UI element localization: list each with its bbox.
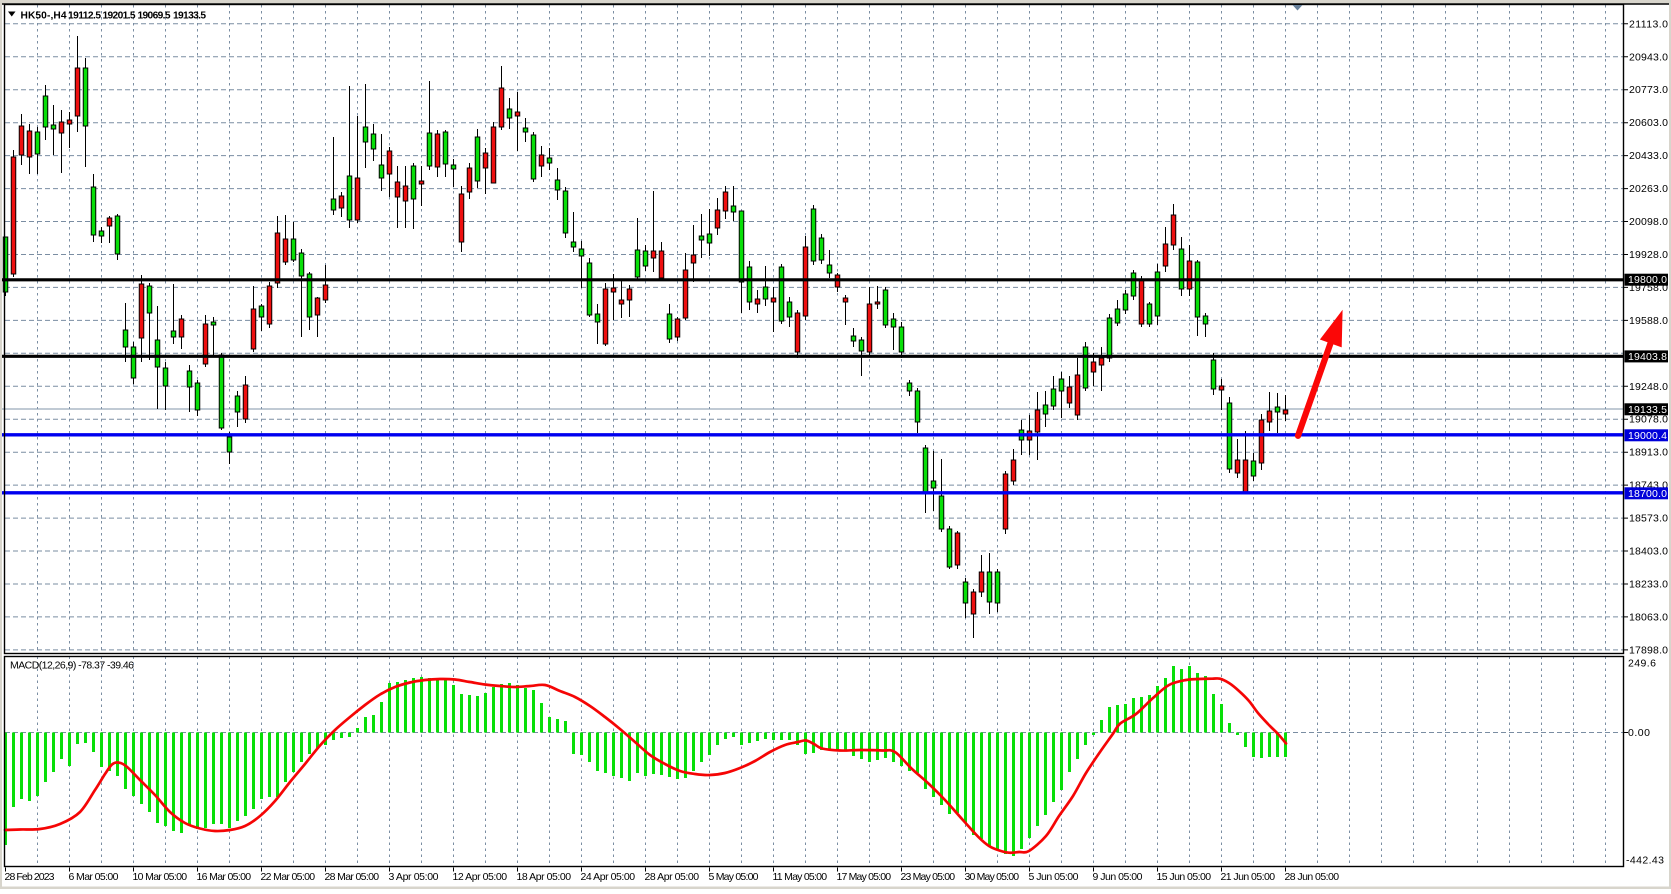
svg-text:28 Feb 2023: 28 Feb 2023: [5, 871, 55, 883]
svg-text:28 Mar 05:00: 28 Mar 05:00: [325, 871, 380, 883]
svg-text:-442.43: -442.43: [1626, 855, 1664, 867]
svg-text:18573.0: 18573.0: [1629, 513, 1668, 525]
svg-text:30 May 05:00: 30 May 05:00: [965, 871, 1020, 883]
svg-text:28 Jun 05:00: 28 Jun 05:00: [1285, 871, 1340, 883]
svg-text:10 Mar 05:00: 10 Mar 05:00: [133, 871, 188, 883]
svg-text:20943.0: 20943.0: [1629, 51, 1668, 63]
svg-text:19928.0: 19928.0: [1629, 249, 1668, 261]
svg-text:19133.5: 19133.5: [1628, 404, 1667, 416]
svg-text:17898.0: 17898.0: [1629, 644, 1668, 656]
svg-text:5 May 05:00: 5 May 05:00: [709, 871, 759, 883]
svg-text:9 Jun 05:00: 9 Jun 05:00: [1093, 871, 1143, 883]
svg-text:3 Apr 05:00: 3 Apr 05:00: [389, 871, 439, 883]
svg-text:23 May 05:00: 23 May 05:00: [901, 871, 956, 883]
svg-text:19201.5: 19201.5: [103, 11, 136, 22]
svg-text:18063.0: 18063.0: [1629, 611, 1668, 623]
svg-text:19133.5: 19133.5: [173, 11, 206, 22]
svg-text:19000.4: 19000.4: [1628, 430, 1667, 442]
svg-text:19800.0: 19800.0: [1628, 274, 1667, 286]
svg-text:20773.0: 20773.0: [1629, 84, 1668, 96]
svg-text:12 Apr 05:00: 12 Apr 05:00: [453, 871, 508, 883]
svg-text:18913.0: 18913.0: [1629, 447, 1668, 459]
svg-text:20098.0: 20098.0: [1629, 216, 1668, 228]
svg-text:16 Mar 05:00: 16 Mar 05:00: [197, 871, 252, 883]
svg-text:21113.0: 21113.0: [1629, 18, 1668, 30]
svg-text:19588.0: 19588.0: [1629, 315, 1668, 327]
svg-text:5 Jun 05:00: 5 Jun 05:00: [1029, 871, 1079, 883]
svg-text:19112.5: 19112.5: [68, 11, 101, 22]
svg-text:0.00: 0.00: [1628, 727, 1650, 739]
svg-text:21 Jun 05:00: 21 Jun 05:00: [1221, 871, 1276, 883]
svg-text:17 May 05:00: 17 May 05:00: [837, 871, 892, 883]
svg-text:24 Apr 05:00: 24 Apr 05:00: [581, 871, 636, 883]
svg-text:HK50-,H4: HK50-,H4: [21, 11, 67, 22]
svg-text:6 Mar 05:00: 6 Mar 05:00: [69, 871, 119, 883]
svg-text:18700.0: 18700.0: [1628, 488, 1667, 500]
svg-text:18233.0: 18233.0: [1629, 579, 1668, 591]
svg-text:18403.0: 18403.0: [1629, 546, 1668, 558]
svg-text:19248.0: 19248.0: [1629, 381, 1668, 393]
svg-text:20263.0: 20263.0: [1629, 183, 1668, 195]
svg-text:MACD(12,26,9) -78.37 -39.46: MACD(12,26,9) -78.37 -39.46: [10, 660, 134, 672]
svg-text:15 Jun 05:00: 15 Jun 05:00: [1157, 871, 1212, 883]
svg-text:18 Apr 05:00: 18 Apr 05:00: [517, 871, 572, 883]
svg-text:22 Mar 05:00: 22 Mar 05:00: [261, 871, 316, 883]
svg-text:20603.0: 20603.0: [1629, 117, 1668, 129]
svg-text:249.6: 249.6: [1628, 658, 1656, 670]
svg-text:19069.5: 19069.5: [138, 11, 171, 22]
svg-text:11 May 05:00: 11 May 05:00: [773, 871, 828, 883]
svg-text:19078.0: 19078.0: [1629, 414, 1668, 426]
svg-text:19403.8: 19403.8: [1628, 351, 1667, 363]
svg-text:20433.0: 20433.0: [1629, 150, 1668, 162]
svg-text:28 Apr 05:00: 28 Apr 05:00: [645, 871, 700, 883]
